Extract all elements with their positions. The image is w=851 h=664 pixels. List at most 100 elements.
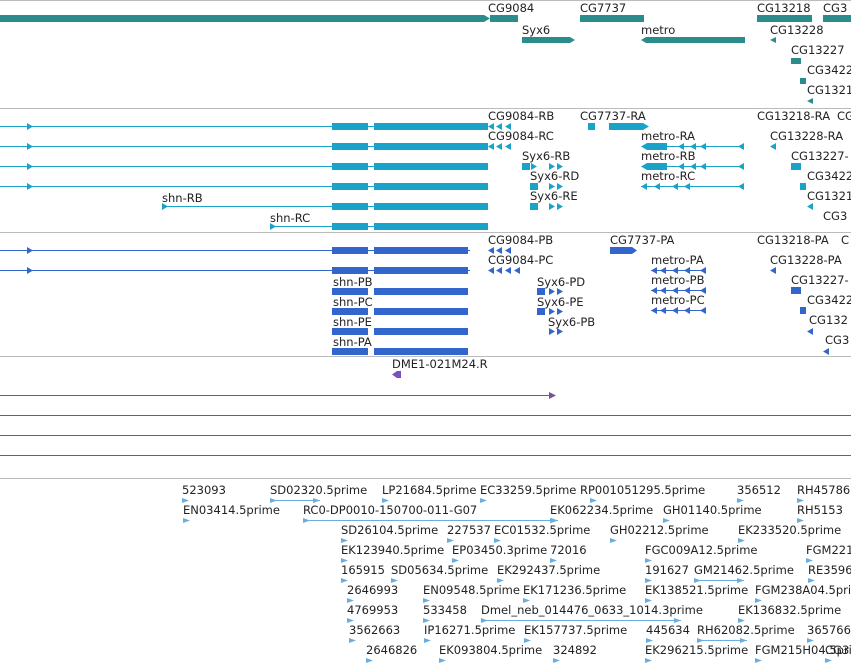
protein-cg3422[interactable]: CG3422 (800, 293, 851, 314)
gene-cg3-a[interactable]: CG3 (823, 1, 851, 22)
exon-block[interactable] (647, 143, 667, 150)
est-feature[interactable]: SD05634.5prime (391, 563, 488, 583)
est-block[interactable] (806, 558, 813, 563)
transcript-cg-a[interactable]: CG (837, 109, 851, 123)
transcript-cg3422[interactable]: CG3422 (800, 169, 851, 190)
protein-metro-pb[interactable]: metro-PB (651, 273, 706, 294)
exon-block[interactable] (522, 163, 530, 170)
est-feature[interactable]: 533458 (423, 603, 467, 623)
est-feature[interactable]: FGM238A04.5prime (755, 583, 851, 603)
protein-cg13218-pa[interactable]: CG13218-PA (757, 233, 829, 247)
exon-block[interactable] (332, 223, 368, 230)
protein-shn-pb[interactable]: shn-PB (332, 275, 468, 295)
exon-block[interactable] (807, 328, 813, 335)
exon-block[interactable] (791, 287, 801, 294)
gene-cg7737[interactable]: CG7737 (580, 1, 644, 22)
gene-shn[interactable] (0, 15, 490, 22)
gene-bar[interactable] (823, 15, 851, 22)
exon-block[interactable] (374, 267, 468, 274)
est-block[interactable] (808, 578, 815, 583)
protein-syx6-pd[interactable]: Syx6-PD (537, 275, 585, 295)
gene-bar[interactable] (757, 15, 812, 22)
gene-track[interactable]: CG9084 CG7737 CG13218 CG3 Syx6 metro (0, 1, 851, 104)
exon-block[interactable] (807, 203, 813, 210)
exon-block[interactable] (374, 143, 488, 150)
exon-block[interactable] (374, 288, 468, 295)
est-block[interactable] (523, 598, 530, 603)
gene-bar[interactable] (580, 15, 644, 22)
est-block[interactable] (183, 518, 190, 523)
protein-cg13227[interactable]: CG13227- (791, 273, 849, 294)
est-feature[interactable]: RC0-DP0010-150700-011-G07 (303, 503, 558, 523)
est-block[interactable] (737, 498, 744, 503)
gene-cg13218[interactable]: CG13218 (757, 1, 812, 22)
contig-dme1[interactable]: DME1-021M24.R (392, 357, 488, 378)
est-block[interactable] (349, 638, 356, 643)
est-feature[interactable]: 365766 (807, 623, 851, 643)
gene-bar[interactable] (484, 15, 490, 22)
protein-c[interactable]: C (841, 233, 849, 247)
transcript-cg1321[interactable]: CG1321 (807, 189, 851, 210)
exon-block[interactable] (609, 123, 643, 130)
exon-block[interactable] (537, 288, 545, 295)
exon-block[interactable] (530, 183, 538, 190)
est-feature[interactable]: 4769953 (347, 603, 398, 623)
exon-block[interactable] (332, 328, 368, 335)
est-block[interactable] (382, 498, 389, 503)
protein-track[interactable]: shn-PB shn-PC shn-PE shn-PA CG9084-PB (0, 233, 851, 355)
est-block[interactable] (391, 578, 398, 583)
est-block[interactable] (646, 638, 653, 643)
est-block[interactable] (610, 538, 617, 543)
est-block[interactable] (524, 638, 531, 643)
gene-bar[interactable] (570, 37, 575, 43)
transcript-cg3[interactable]: CG3 (823, 209, 847, 223)
est-feature[interactable]: RP001051295.5prime (580, 483, 705, 503)
exon-block[interactable] (537, 308, 545, 315)
exon-block[interactable] (641, 163, 647, 170)
transcript-metro-rc[interactable]: metro-RC (641, 169, 744, 190)
est-block[interactable] (341, 538, 348, 543)
est-block[interactable] (347, 598, 354, 603)
est-feature[interactable]: 165915 (341, 563, 385, 583)
exon-block[interactable] (549, 288, 563, 295)
exon-block[interactable] (332, 183, 368, 190)
transcript-cg13228-ra[interactable]: CG13228-RA (770, 129, 843, 150)
est-feature[interactable]: EC33259.5prime (480, 483, 576, 503)
est-block[interactable] (590, 498, 597, 503)
exon-block[interactable] (770, 267, 776, 274)
protein-shn-pc[interactable]: shn-PC (332, 295, 468, 315)
exon-block[interactable] (678, 143, 744, 150)
exon-block[interactable] (488, 247, 511, 254)
exon-block[interactable] (332, 163, 368, 170)
gene-bar[interactable] (641, 37, 646, 43)
exon-block[interactable] (800, 183, 806, 190)
protein-cg9084-pc[interactable]: CG9084-PC (488, 253, 553, 274)
exon-block[interactable] (647, 163, 667, 170)
gene-bar[interactable] (490, 15, 518, 22)
gene-bar[interactable] (807, 98, 813, 104)
est-feature[interactable]: RH62082.5prime (697, 623, 795, 643)
est-feature[interactable]: EN09548.5prime (423, 583, 520, 603)
est-block[interactable] (645, 658, 652, 663)
exon-block[interactable] (374, 183, 488, 190)
exon-block[interactable] (488, 143, 511, 150)
est-feature[interactable]: 445634 (646, 623, 690, 643)
transcript-shn-4[interactable] (0, 183, 488, 190)
gene-cg9084[interactable]: CG9084 (488, 1, 534, 22)
exon-block[interactable] (488, 123, 511, 130)
exon-block[interactable] (332, 348, 368, 355)
exon-block[interactable] (332, 308, 368, 315)
est-block[interactable] (423, 618, 430, 623)
est-feature[interactable]: EK171236.5prime (523, 583, 626, 603)
est-feature[interactable]: RE3596 (808, 563, 851, 583)
protein-syx6-pb[interactable]: Syx6-PB (548, 315, 595, 335)
est-block[interactable] (740, 638, 747, 643)
transcript-cg13218-ra[interactable]: CG13218-RA (757, 109, 830, 123)
est-feature[interactable]: EK138521.5prime (645, 583, 748, 603)
est-block[interactable] (452, 558, 459, 563)
est-block[interactable] (674, 618, 681, 623)
gene-bar[interactable] (522, 37, 570, 43)
transcript-syx6-re[interactable]: Syx6-RE (530, 189, 578, 210)
gene-bar[interactable] (646, 37, 745, 43)
exon-block[interactable] (332, 203, 368, 210)
